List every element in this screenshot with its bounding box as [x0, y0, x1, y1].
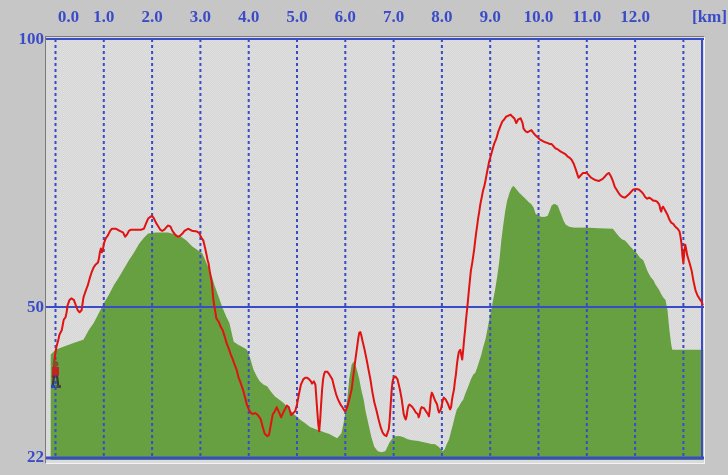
hiker-start-icon [51, 361, 61, 388]
x-tick-label: 5.0 [286, 7, 308, 26]
profile-chart-svg [46, 38, 704, 461]
x-tick-label: 1.0 [93, 7, 115, 26]
elevation-area [50, 185, 704, 461]
x-tick-label: 0.0 [57, 7, 80, 26]
x-tick-label: 3.0 [189, 7, 212, 26]
y-tick-label: 100 [18, 29, 45, 48]
x-tick-label: 11.0 [572, 7, 602, 26]
x-tick-label: 2.0 [141, 7, 163, 26]
x-tick-label: 4.0 [238, 7, 260, 26]
x-axis-unit-label: [km] [692, 7, 727, 26]
x-tick-label: 10.0 [523, 7, 554, 26]
y-tick-label: 22 [27, 447, 44, 466]
y-tick-label: 50 [27, 296, 44, 316]
x-tick-label: 12.0 [620, 7, 650, 26]
chart-panel [45, 36, 705, 464]
x-tick-label: 9.0 [479, 7, 501, 26]
x-tick-label: 7.0 [382, 7, 405, 26]
track-line [51, 113, 704, 438]
x-tick-label: 8.0 [431, 7, 453, 26]
x-tick-label: 6.0 [334, 7, 356, 26]
